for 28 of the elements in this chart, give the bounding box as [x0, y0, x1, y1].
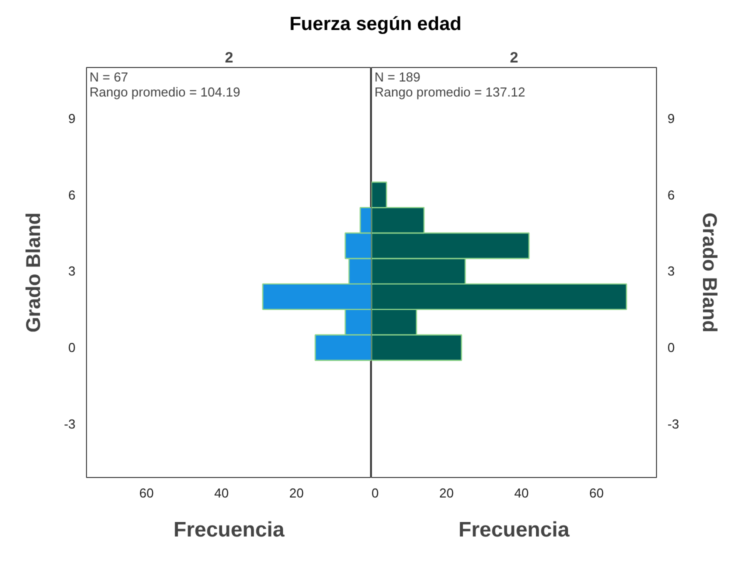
y-tick-label: 6: [668, 187, 675, 202]
y-tick-label: 6: [68, 187, 76, 202]
x-tick-label: 60: [589, 486, 604, 500]
x-axis-title: Frecuencia: [174, 518, 285, 542]
chart-subtitle: 2: [224, 50, 234, 66]
chart-title: Fuerza según edad: [289, 13, 462, 37]
annotation: N = 189: [374, 70, 420, 84]
x-tick-label: 20: [289, 486, 304, 500]
y-tick-label: 3: [668, 264, 675, 279]
y-tick-label: 3: [68, 264, 76, 279]
annotation: Rango promedio = 104.19: [90, 84, 240, 100]
annotation: N = 67: [90, 70, 128, 84]
y-axis-title: Grado Bland: [22, 212, 45, 333]
x-tick-label: 40: [514, 486, 529, 500]
annotation: Rango promedio = 137.12: [374, 84, 526, 100]
x-tick-label: 40: [214, 486, 229, 500]
x-tick-label: 60: [139, 486, 154, 500]
y-tick-label: 9: [668, 110, 675, 126]
x-axis-title: Frecuencia: [458, 518, 570, 542]
y-tick-label: 0: [68, 340, 76, 356]
x-tick-label: 0: [372, 486, 379, 500]
y-axis-title: Grado Bland: [698, 212, 720, 333]
y-tick-label: 0: [668, 340, 675, 356]
chart-subtitle: 2: [510, 50, 518, 66]
y-tick-label: -3: [668, 416, 680, 432]
x-tick-label: 20: [439, 486, 454, 500]
y-tick-label: 9: [68, 110, 76, 126]
y-tick-label: -3: [64, 416, 76, 432]
